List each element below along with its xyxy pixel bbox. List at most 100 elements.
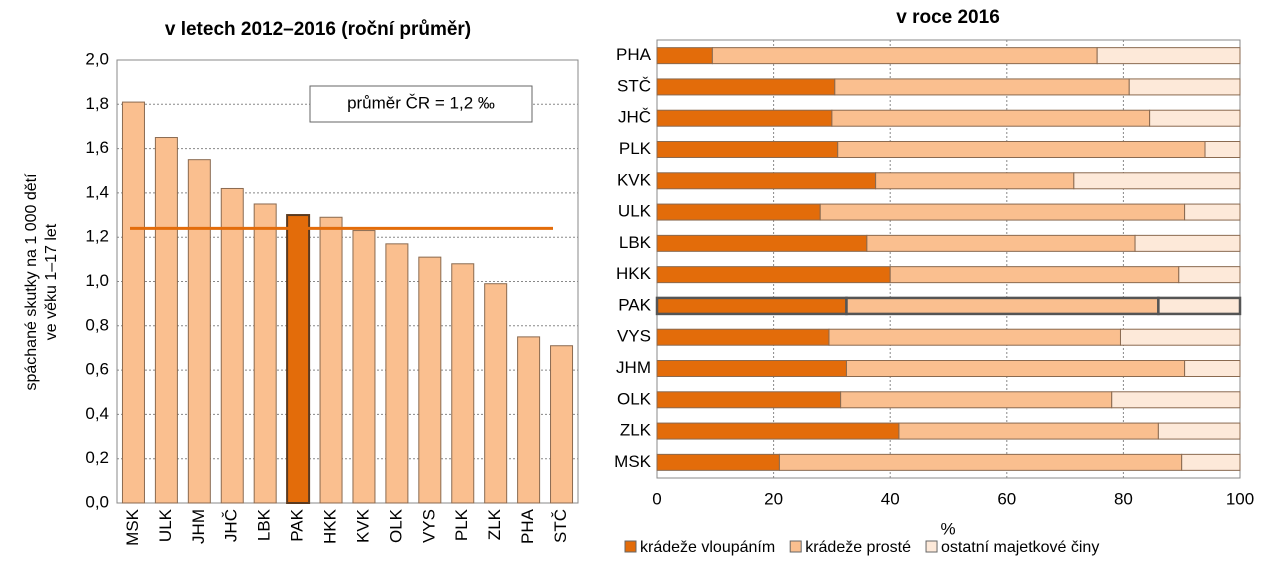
bar-segment xyxy=(819,203,1186,221)
x-tick-label: STČ xyxy=(551,509,570,543)
bar-segment xyxy=(1157,296,1242,316)
y-axis-label: ve věku 1–17 let xyxy=(43,223,60,340)
annotation-box xyxy=(309,85,533,123)
x-tick-label: 60 xyxy=(997,489,1016,508)
bar xyxy=(550,345,574,504)
y-tick-label: STČ xyxy=(617,76,651,95)
x-tick-label: ZLK xyxy=(485,508,504,540)
y-tick-label: 0,4 xyxy=(85,404,109,423)
bar xyxy=(517,336,541,504)
bar xyxy=(418,256,442,504)
plot-frame xyxy=(116,59,579,504)
bar-segment xyxy=(845,296,1160,316)
bar-segment xyxy=(656,328,830,346)
bar xyxy=(484,283,508,504)
y-tick-label: 1,6 xyxy=(85,138,109,157)
legend-label: ostatní majetkové činy xyxy=(941,539,1099,556)
y-tick-label: JHM xyxy=(616,358,651,377)
bar xyxy=(121,101,145,504)
bar xyxy=(319,216,343,504)
bar xyxy=(220,187,244,504)
bar xyxy=(286,214,311,505)
bar-segment xyxy=(778,453,1183,471)
bar-segment xyxy=(656,266,891,284)
y-tick-label: 0,0 xyxy=(85,492,109,511)
bar-segment xyxy=(656,141,839,158)
bar-segment xyxy=(837,141,1206,158)
bar xyxy=(154,137,178,504)
bar-segment xyxy=(840,391,1113,409)
x-tick-label: PLK xyxy=(452,508,471,541)
bar-segment xyxy=(875,172,1075,190)
y-tick-label: ULK xyxy=(618,202,652,221)
x-tick-label: PHA xyxy=(518,508,537,544)
y-tick-label: 1,8 xyxy=(85,94,109,113)
plot-frame xyxy=(656,39,1241,479)
x-tick-label: LBK xyxy=(255,508,274,541)
bar-segment xyxy=(1119,328,1241,346)
bar-segment xyxy=(866,234,1136,252)
y-tick-label: ZLK xyxy=(620,421,652,440)
y-tick-label: 2,0 xyxy=(85,49,109,68)
bar-segment xyxy=(656,109,833,127)
bar-segment xyxy=(889,266,1180,284)
bar-segment xyxy=(1184,203,1241,221)
bar-segment xyxy=(711,47,1098,65)
bar-segment xyxy=(845,360,1186,377)
y-tick-label: 0,2 xyxy=(85,448,109,467)
x-tick-label: JHČ xyxy=(222,509,241,542)
x-tick-label: ULK xyxy=(156,508,175,542)
y-tick-label: 0,6 xyxy=(85,360,109,379)
bar-segment xyxy=(656,234,868,252)
x-tick-label: 100 xyxy=(1226,489,1254,508)
x-tick-label: PAK xyxy=(288,508,307,541)
bar-segment xyxy=(898,422,1159,440)
bar-segment xyxy=(656,47,713,65)
bar-segment xyxy=(655,296,848,316)
bar-segment xyxy=(656,453,780,471)
x-tick-label: KVK xyxy=(353,508,372,543)
bar-segment xyxy=(1204,141,1241,158)
y-tick-label: 0,8 xyxy=(85,315,109,334)
legend-label: krádeže vloupáním xyxy=(640,539,775,556)
x-tick-label: 20 xyxy=(764,489,783,508)
y-axis-label: spáchané skutky na 1 000 dětí xyxy=(23,173,40,391)
chart-title: v letech 2012–2016 (roční průměr) xyxy=(165,19,471,40)
bar-segment xyxy=(1128,78,1241,96)
bar-segment xyxy=(656,391,842,409)
x-tick-label: VYS xyxy=(419,509,438,543)
bar xyxy=(385,243,409,504)
bar-segment xyxy=(1111,391,1241,409)
bar-segment xyxy=(1178,266,1241,284)
bar-segment xyxy=(656,172,877,190)
bar-segment xyxy=(1134,234,1241,252)
x-tick-label: 0 xyxy=(652,489,661,508)
y-tick-label: OLK xyxy=(617,389,652,408)
y-tick-label: PHA xyxy=(616,45,652,64)
bar xyxy=(352,230,376,504)
x-tick-label: 40 xyxy=(881,489,900,508)
bar-segment xyxy=(1073,172,1241,190)
y-tick-label: KVK xyxy=(617,170,652,189)
bar-segment xyxy=(1184,360,1241,377)
bar-segment xyxy=(656,360,847,377)
y-tick-label: MSK xyxy=(614,452,652,471)
y-tick-label: 1,0 xyxy=(85,271,109,290)
y-tick-label: 1,4 xyxy=(85,182,109,201)
bar-segment xyxy=(656,203,821,221)
x-tick-label: 80 xyxy=(1114,489,1133,508)
y-tick-label: VYS xyxy=(617,327,651,346)
y-tick-label: PAK xyxy=(618,295,651,314)
bar-segment xyxy=(656,78,836,96)
bar-segment xyxy=(831,109,1151,127)
x-tick-label: OLK xyxy=(386,508,405,543)
bar-segment xyxy=(656,422,900,440)
legend-swatch xyxy=(925,540,938,553)
legend-label: krádeže prosté xyxy=(805,539,911,556)
bar xyxy=(253,203,277,504)
bar xyxy=(187,159,211,504)
y-tick-label: JHČ xyxy=(618,108,651,127)
y-tick-label: HKK xyxy=(616,264,652,283)
x-tick-label: JHM xyxy=(189,509,208,544)
